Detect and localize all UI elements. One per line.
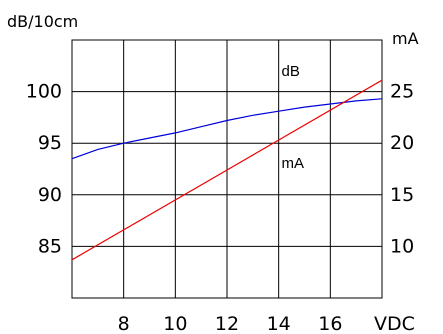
y-left-unit-label: dB/10cm <box>7 12 78 31</box>
y-right-tick-label: 25 <box>390 81 414 103</box>
x-tick-label: 10 <box>163 313 187 334</box>
x-unit-label: VDC <box>374 313 415 334</box>
y-right-unit-label: mA <box>392 29 419 48</box>
series-line-dB <box>71 98 383 160</box>
y-left-tick-label: 90 <box>38 184 62 206</box>
y-right-tick-label: 15 <box>390 184 414 206</box>
y-left-tick-label: 100 <box>26 81 62 103</box>
series-label-mA: mA <box>282 155 305 172</box>
x-tick-label: 16 <box>318 313 342 334</box>
y-left-tick-label: 85 <box>38 235 62 257</box>
y-right-tick-label: 20 <box>390 132 414 154</box>
series-line-mA <box>71 79 383 261</box>
grid <box>71 39 383 299</box>
x-tick-label: 12 <box>215 313 239 334</box>
series-label-dB: dB <box>282 63 300 80</box>
y-left-tick-label: 95 <box>38 132 62 154</box>
labels: dB mA 8 10 12 14 16 100 95 90 85 25 20 15 10 dB/10cm mA V… <box>7 12 419 334</box>
x-tick-label: 8 <box>118 313 130 334</box>
series-lines <box>71 79 383 261</box>
x-tick-label: 14 <box>267 313 291 334</box>
y-right-tick-label: 10 <box>390 235 414 257</box>
